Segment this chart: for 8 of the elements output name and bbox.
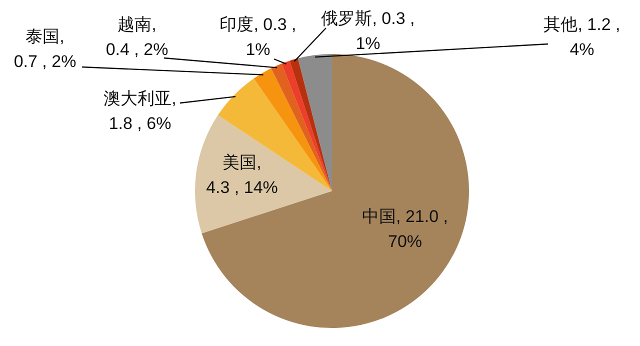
slice-label: 俄罗斯, 0.3 , 1% <box>321 9 415 53</box>
slice-label: 中国, 21.0 , 70% <box>362 207 448 251</box>
slice-label: 越南, 0.4 , 2% <box>106 15 168 59</box>
slice-label: 印度, 0.3 , 1% <box>220 15 296 59</box>
slice-label: 美国, 4.3 , 14% <box>206 153 278 197</box>
slice-label: 其他, 1.2 , 4% <box>544 15 620 59</box>
slice-label: 泰国, 0.7 , 2% <box>14 27 76 71</box>
slice-label: 澳大利亚, 1.8 , 6% <box>104 89 176 133</box>
